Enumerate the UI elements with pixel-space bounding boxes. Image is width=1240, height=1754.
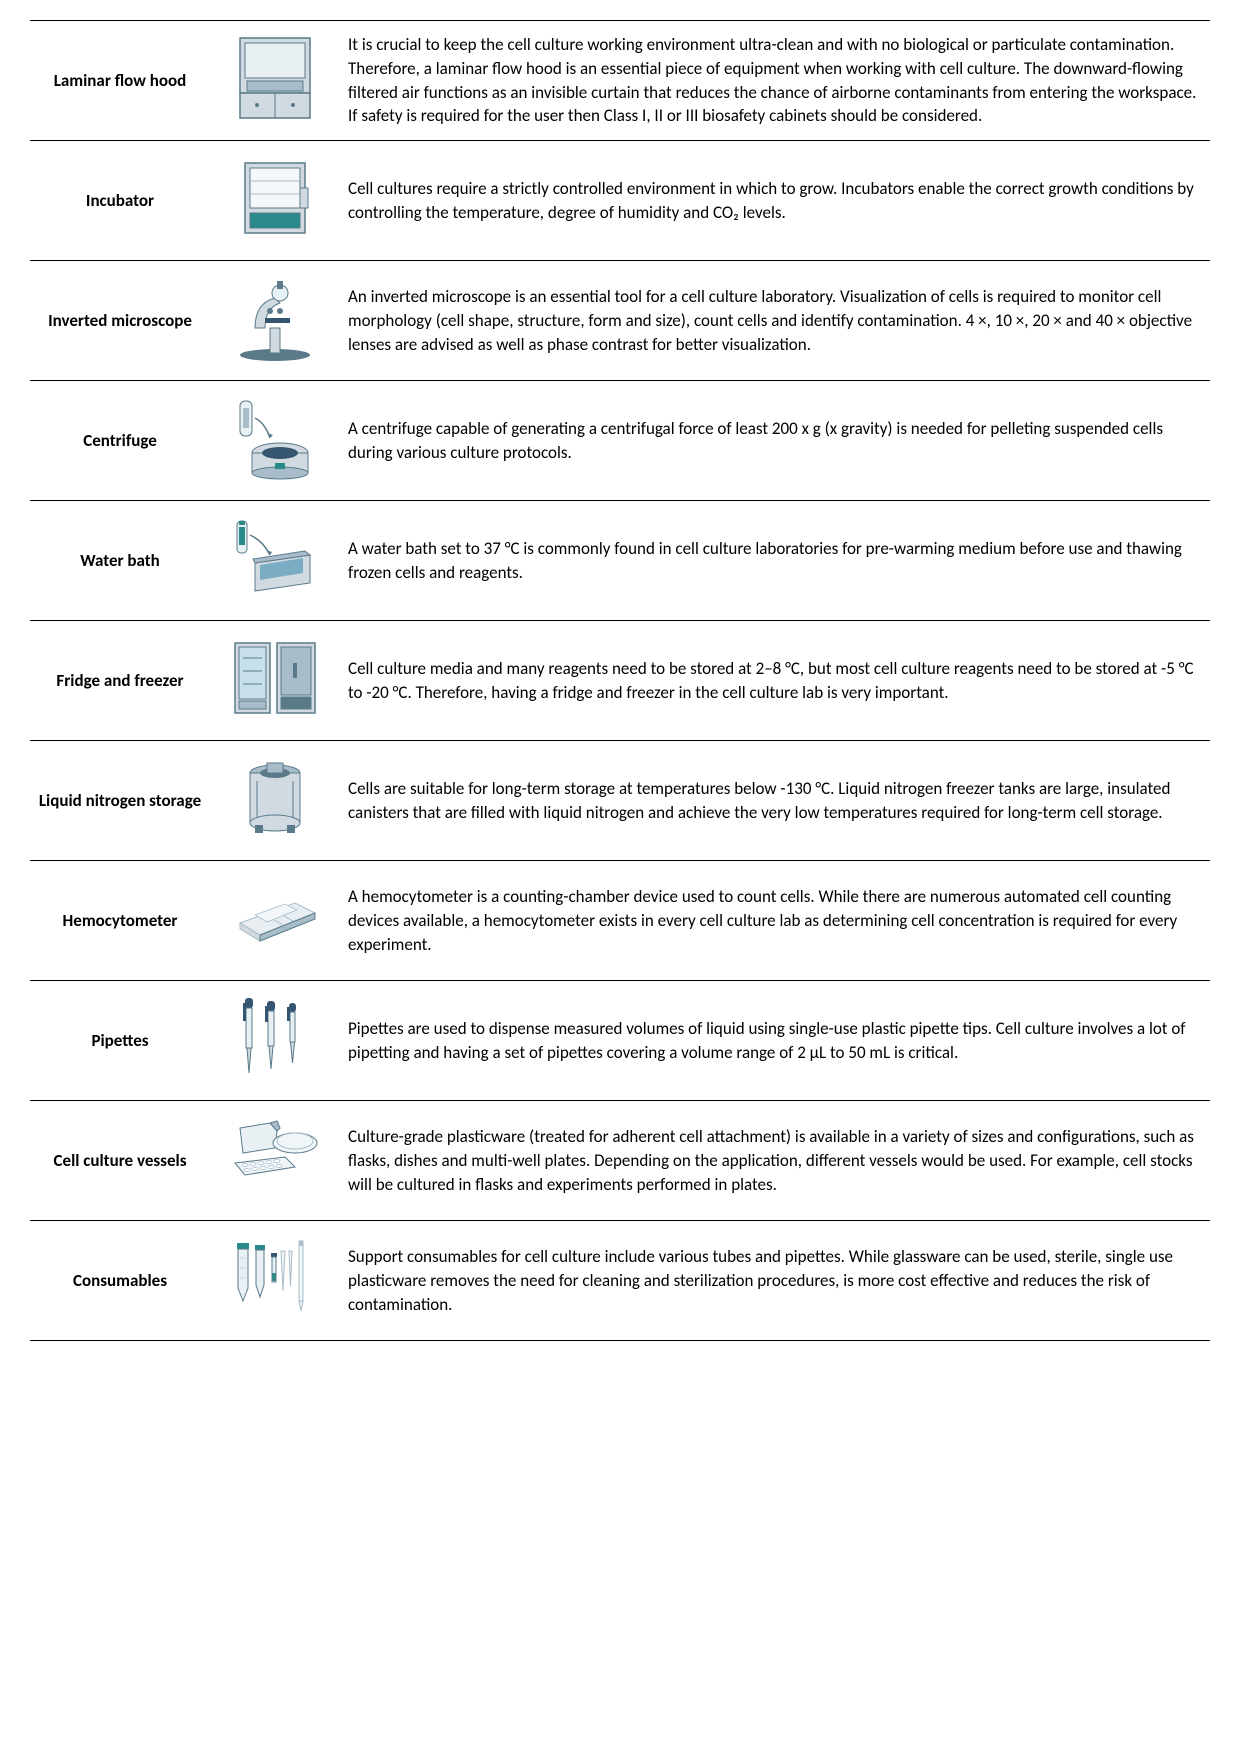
equipment-label: Centrifuge: [30, 381, 210, 501]
liquid-nitrogen-icon: [210, 741, 340, 861]
equipment-row: Liquid nitrogen storage Cells are suitab…: [30, 741, 1210, 861]
microscope-icon: [210, 261, 340, 381]
equipment-row: Pipettes: [30, 981, 1210, 1101]
equipment-label: Liquid nitrogen storage: [30, 741, 210, 861]
equipment-label: Cell culture vessels: [30, 1101, 210, 1221]
water-bath-icon: [210, 501, 340, 621]
vessels-icon: [210, 1101, 340, 1221]
incubator-icon: [210, 141, 340, 261]
equipment-table: Laminar flow hood It is crucial to keep …: [30, 20, 1210, 1341]
equipment-description: Support consumables for cell culture inc…: [340, 1221, 1210, 1341]
equipment-label: Pipettes: [30, 981, 210, 1101]
equipment-row: Laminar flow hood It is crucial to keep …: [30, 21, 1210, 141]
equipment-description: A water bath set to 37 °C is commonly fo…: [340, 501, 1210, 621]
equipment-row: Hemocytometer A hemocytometer is a count…: [30, 861, 1210, 981]
equipment-row: Consumables: [30, 1221, 1210, 1341]
equipment-label: Fridge and freezer: [30, 621, 210, 741]
equipment-description: A hemocytometer is a counting-chamber de…: [340, 861, 1210, 981]
equipment-row: Fridge and freezer Cell culture media an…: [30, 621, 1210, 741]
equipment-row: Water bath A water bath set to 37 °C is …: [30, 501, 1210, 621]
equipment-description: Culture-grade plasticware (treated for a…: [340, 1101, 1210, 1221]
laminar-flow-hood-icon: [210, 21, 340, 141]
equipment-row: Inverted microscope An inverted microsco…: [30, 261, 1210, 381]
equipment-description: Cells are suitable for long-term storage…: [340, 741, 1210, 861]
equipment-label: Water bath: [30, 501, 210, 621]
equipment-row: Cell culture vessels: [30, 1101, 1210, 1221]
equipment-label: Hemocytometer: [30, 861, 210, 981]
centrifuge-icon: [210, 381, 340, 501]
equipment-description: It is crucial to keep the cell culture w…: [340, 21, 1210, 141]
equipment-description: Pipettes are used to dispense measured v…: [340, 981, 1210, 1101]
equipment-description: Cell cultures require a strictly control…: [340, 141, 1210, 261]
equipment-row: Incubator Cell cultures require a strict…: [30, 141, 1210, 261]
equipment-label: Laminar flow hood: [30, 21, 210, 141]
equipment-label: Consumables: [30, 1221, 210, 1341]
equipment-row: Centrifuge A centrifuge capable of gener…: [30, 381, 1210, 501]
hemocytometer-icon: [210, 861, 340, 981]
pipettes-icon: [210, 981, 340, 1101]
equipment-description: Cell culture media and many reagents nee…: [340, 621, 1210, 741]
equipment-label: Incubator: [30, 141, 210, 261]
equipment-label: Inverted microscope: [30, 261, 210, 381]
equipment-description: A centrifuge capable of generating a cen…: [340, 381, 1210, 501]
equipment-description: An inverted microscope is an essential t…: [340, 261, 1210, 381]
fridge-freezer-icon: [210, 621, 340, 741]
consumables-icon: [210, 1221, 340, 1341]
